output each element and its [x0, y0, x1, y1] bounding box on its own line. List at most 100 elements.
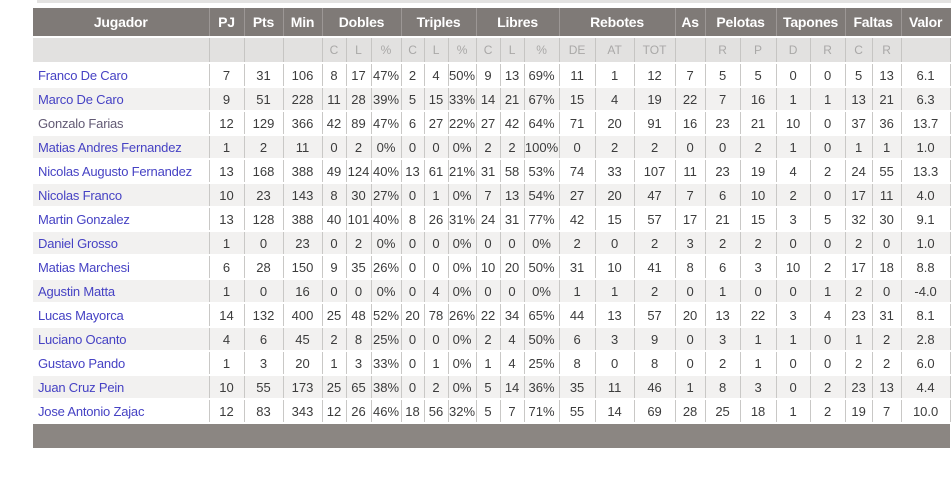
stat-cell: 22% [448, 111, 477, 136]
stat-cell: 28 [346, 87, 372, 112]
stat-cell: 4 [500, 351, 525, 376]
player-link[interactable]: Agustin Matta [38, 283, 115, 299]
player-link[interactable]: Luciano Ocanto [38, 331, 127, 347]
stat-cell: 106 [283, 63, 323, 88]
stat-cell: 4 [424, 279, 449, 304]
stat-cell: 3 [346, 351, 372, 376]
stat-cell: 45 [283, 327, 323, 352]
stat-cell: 22 [675, 87, 706, 112]
stat-cell: 25% [371, 327, 402, 352]
stat-cell: 0% [448, 279, 477, 304]
stat-cell: 0 [476, 279, 501, 304]
stat-cell: 13.7 [901, 111, 951, 136]
stat-cell: 366 [283, 111, 323, 136]
player-link[interactable]: Gustavo Pando [38, 355, 126, 371]
stat-cell: 1 [776, 135, 811, 160]
stat-cell: 8 [322, 183, 347, 208]
player-link[interactable]: Matias Marchesi [38, 259, 130, 275]
stat-cell: 52% [371, 303, 402, 328]
player-link[interactable]: Nicolas Augusto Fernandez [38, 163, 192, 179]
stat-cell: 0 [424, 231, 449, 256]
stat-cell: 12 [209, 111, 245, 136]
stat-cell: 3 [740, 375, 777, 400]
stat-cell: 53% [524, 159, 560, 184]
stat-cell: 0 [322, 279, 347, 304]
stat-cell: 0% [448, 183, 477, 208]
stat-cell: 44 [559, 303, 596, 328]
stat-cell: 1 [776, 87, 811, 112]
stat-cell: 18 [740, 399, 777, 424]
stat-cell: 13 [209, 159, 245, 184]
player-link[interactable]: Marco De Caro [38, 91, 124, 107]
subcol-header-at: AT [595, 37, 635, 64]
stat-cell: -4.0 [901, 279, 951, 304]
subcol-header-r: R [872, 37, 902, 64]
stat-cell: 0 [776, 351, 811, 376]
stat-cell: 343 [283, 399, 323, 424]
stat-cell: 2 [705, 351, 741, 376]
stat-cell: 0 [810, 111, 846, 136]
stat-cell: 8 [346, 327, 372, 352]
stat-cell: 56 [424, 399, 449, 424]
stat-cell: 15 [559, 87, 596, 112]
stat-cell: 10.0 [901, 399, 951, 424]
player-link[interactable]: Martin Gonzalez [38, 211, 130, 227]
stat-cell: 38% [371, 375, 402, 400]
subcol-header-pct: % [448, 37, 477, 64]
stat-cell: 0 [401, 351, 425, 376]
player-link[interactable]: Jose Antonio Zajac [38, 403, 145, 419]
stat-cell: 6 [559, 327, 596, 352]
stat-cell: 5 [740, 63, 777, 88]
stat-cell: 49 [322, 159, 347, 184]
stat-cell: 129 [244, 111, 284, 136]
subcol-header-empty [33, 37, 210, 64]
stat-cell: 5 [476, 399, 501, 424]
table-row: Agustin Matta 1 0 16 0 0 0% 0 4 0% 0 0 0% 1 1 2 0 1 0 0 1 2 0-… [33, 279, 951, 304]
player-name-cell: Marco De Caro [33, 87, 210, 112]
stat-cell: 124 [346, 159, 372, 184]
stat-cell: 9 [209, 87, 245, 112]
stat-cell: 2 [346, 135, 372, 160]
player-link[interactable]: Matias Andres Fernandez [38, 139, 182, 155]
subcol-header-c: C [401, 37, 425, 64]
player-link[interactable]: Juan Cruz Pein [38, 379, 125, 395]
stat-cell: 28 [244, 255, 284, 280]
subcol-header-empty [283, 37, 323, 64]
stat-cell: 3 [244, 351, 284, 376]
col-header-pj: PJ [209, 8, 245, 38]
header-row: Jugador PJ Pts Min Dobles Triples Libres… [33, 8, 951, 38]
subcol-header-l: L [346, 37, 372, 64]
stat-cell: 25 [322, 375, 347, 400]
stat-cell: 1 [209, 279, 245, 304]
stat-cell: 39% [371, 87, 402, 112]
stat-cell: 14 [595, 399, 635, 424]
stat-cell: 0 [810, 231, 846, 256]
stat-cell: 1 [776, 399, 811, 424]
stat-cell: 22 [740, 303, 777, 328]
stat-cell: 1.0 [901, 231, 951, 256]
col-header-libres: Libres [476, 8, 560, 38]
table-row: Luciano Ocanto 4 6 45 2 8 25% 0 0 0% 2 4 50% 6 3 9 0 3 1 1 0… [33, 327, 951, 352]
stat-cell: 77% [524, 207, 560, 232]
stat-cell: 6 [401, 111, 425, 136]
stat-cell: 89 [346, 111, 372, 136]
stat-cell: 20 [500, 255, 525, 280]
stat-cell: 21 [740, 111, 777, 136]
stat-cell: 27 [424, 111, 449, 136]
stat-cell: 78 [424, 303, 449, 328]
stat-cell: 0 [424, 327, 449, 352]
stat-cell: 55 [244, 375, 284, 400]
col-header-rebotes: Rebotes [559, 8, 676, 38]
player-link[interactable]: Gonzalo Farias [38, 115, 124, 131]
subcol-header-empty [675, 37, 706, 64]
player-link[interactable]: Daniel Grosso [38, 235, 118, 251]
player-link[interactable]: Franco De Caro [38, 67, 128, 83]
stat-cell: 8.8 [901, 255, 951, 280]
stat-cell: 3 [675, 231, 706, 256]
player-name-cell: Martin Gonzalez [33, 207, 210, 232]
player-link[interactable]: Nicolas Franco [38, 187, 122, 203]
stat-cell: 58 [500, 159, 525, 184]
stat-cell: 48 [346, 303, 372, 328]
player-link[interactable]: Lucas Mayorca [38, 307, 124, 323]
stat-cell: 0 [675, 135, 706, 160]
